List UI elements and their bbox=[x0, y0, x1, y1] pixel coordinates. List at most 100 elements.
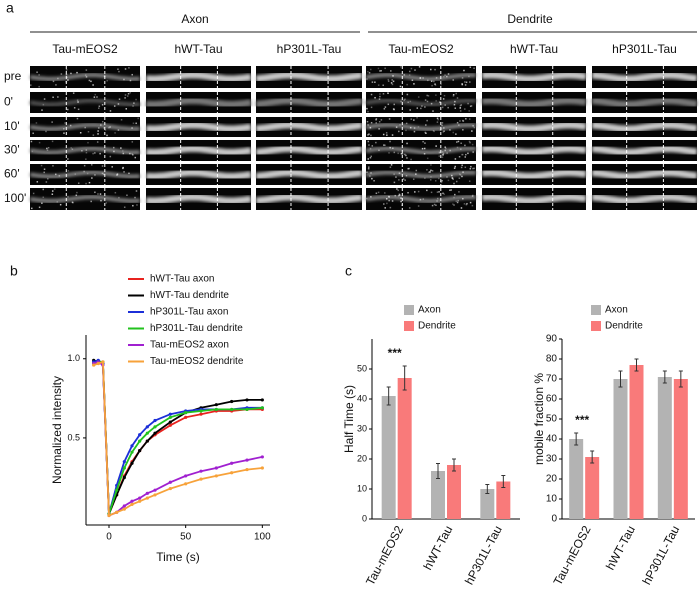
speckle bbox=[136, 204, 138, 206]
speckle bbox=[433, 203, 436, 206]
annotation: *** bbox=[388, 346, 402, 360]
speckle bbox=[96, 96, 98, 98]
neurite bbox=[365, 170, 477, 179]
speckle bbox=[416, 117, 418, 119]
speckle bbox=[463, 69, 465, 72]
speckle bbox=[367, 158, 369, 160]
speckle bbox=[443, 193, 445, 195]
speckle bbox=[383, 203, 385, 205]
x-axis-label: Time (s) bbox=[156, 550, 200, 564]
neurite bbox=[255, 71, 363, 83]
speckle bbox=[31, 207, 33, 210]
speckle bbox=[38, 141, 41, 144]
bar bbox=[447, 465, 461, 519]
speckle bbox=[389, 140, 391, 143]
data-point bbox=[130, 499, 134, 503]
speckle bbox=[422, 198, 425, 200]
speckle bbox=[435, 94, 437, 96]
speckle bbox=[135, 122, 137, 125]
micrograph bbox=[365, 117, 477, 137]
speckle bbox=[43, 98, 46, 100]
speckle bbox=[132, 153, 134, 156]
speckle bbox=[407, 191, 409, 194]
data-point bbox=[130, 444, 134, 448]
speckle bbox=[94, 191, 96, 194]
speckle bbox=[370, 106, 373, 109]
speckle bbox=[377, 67, 380, 70]
speckle bbox=[424, 142, 426, 144]
series-line bbox=[93, 360, 263, 517]
y-tick-label: 20 bbox=[357, 453, 367, 463]
speckle bbox=[409, 126, 412, 129]
speckle bbox=[473, 167, 475, 170]
speckle bbox=[67, 170, 70, 172]
group-label: Axon bbox=[181, 12, 208, 26]
speckle bbox=[405, 129, 407, 132]
speckle bbox=[100, 199, 102, 202]
speckle bbox=[421, 105, 423, 107]
speckle bbox=[101, 172, 104, 175]
speckle bbox=[442, 192, 444, 195]
bar bbox=[496, 481, 511, 519]
speckle bbox=[465, 81, 468, 84]
speckle bbox=[91, 177, 93, 179]
micrograph bbox=[29, 117, 141, 137]
speckle bbox=[403, 74, 406, 76]
y-tick-label: 0 bbox=[362, 513, 367, 523]
speckle bbox=[134, 156, 137, 159]
speckle bbox=[445, 147, 447, 150]
speckle bbox=[419, 198, 422, 201]
speckle bbox=[447, 73, 450, 75]
speckle bbox=[455, 92, 458, 95]
speckle bbox=[436, 191, 439, 193]
speckle bbox=[117, 68, 119, 70]
speckle bbox=[67, 79, 69, 81]
speckle bbox=[438, 151, 441, 154]
speckle bbox=[382, 93, 385, 95]
speckle bbox=[77, 108, 80, 111]
speckle bbox=[431, 84, 433, 87]
speckle bbox=[465, 203, 468, 206]
neurite bbox=[591, 121, 698, 133]
bar bbox=[673, 379, 688, 519]
speckle bbox=[423, 153, 426, 155]
speckle bbox=[125, 108, 128, 110]
speckle bbox=[135, 190, 138, 192]
speckle bbox=[419, 77, 421, 79]
speckle bbox=[84, 74, 87, 76]
speckle bbox=[431, 204, 434, 207]
error-bar bbox=[634, 358, 639, 372]
y-tick-label: 20 bbox=[546, 474, 558, 485]
speckle bbox=[461, 77, 464, 79]
speckle bbox=[134, 196, 136, 199]
y-tick-label: 80 bbox=[546, 354, 558, 365]
micrograph bbox=[29, 140, 141, 161]
speckle bbox=[400, 200, 402, 203]
data-point bbox=[145, 425, 149, 429]
row-label: 10' bbox=[4, 119, 20, 133]
data-point bbox=[184, 482, 188, 486]
micrograph bbox=[255, 140, 363, 161]
data-point bbox=[260, 406, 264, 410]
speckle bbox=[367, 140, 370, 143]
speckle bbox=[369, 126, 372, 129]
speckle bbox=[384, 207, 386, 209]
data-point bbox=[122, 466, 126, 470]
speckle bbox=[440, 128, 443, 130]
row-label: 0' bbox=[4, 95, 13, 109]
speckle bbox=[452, 178, 454, 180]
speckle bbox=[441, 122, 444, 124]
speckle bbox=[367, 70, 369, 73]
speckle bbox=[113, 150, 115, 153]
micrograph bbox=[255, 164, 363, 185]
speckle bbox=[435, 145, 437, 147]
speckle bbox=[430, 191, 433, 194]
speckle bbox=[366, 78, 368, 80]
speckle bbox=[41, 202, 43, 204]
speckle bbox=[437, 177, 440, 180]
speckle bbox=[443, 75, 445, 78]
data-point bbox=[184, 410, 188, 415]
speckle bbox=[131, 73, 133, 76]
data-point bbox=[168, 423, 172, 427]
speckle bbox=[371, 145, 374, 147]
